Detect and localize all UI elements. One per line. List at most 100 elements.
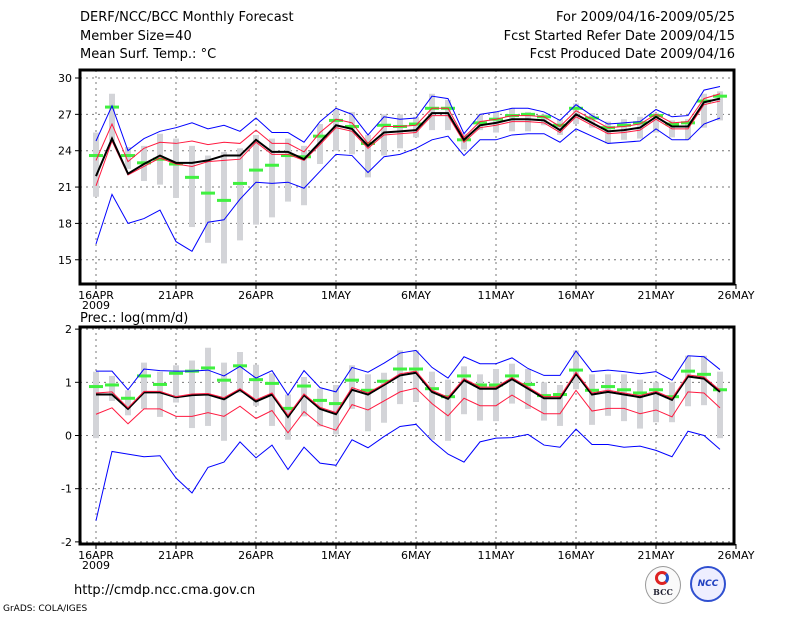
spread-bar	[237, 351, 243, 393]
observed-marker	[361, 388, 375, 392]
observed-marker	[681, 121, 695, 125]
observed-marker	[153, 157, 167, 161]
ytick-label: 2	[65, 323, 72, 336]
spread-bar	[429, 93, 435, 131]
xtick-label: 1MAY	[321, 549, 351, 562]
observed-marker	[601, 385, 615, 389]
ytick-label: 21	[58, 181, 72, 194]
spread-bar	[557, 384, 563, 426]
observed-marker	[217, 378, 231, 382]
spread-bar	[301, 145, 307, 206]
spread-bar	[93, 371, 99, 439]
spread-bar	[589, 374, 595, 425]
xtick-label: 11MAY	[478, 549, 515, 562]
spread-bar	[205, 347, 211, 426]
source-url[interactable]: http://cmdp.ncc.cma.gov.cn	[74, 583, 256, 598]
spread-bar	[381, 372, 387, 423]
xtick-label: 21APR	[158, 549, 194, 562]
xtick-label: 16MAY	[558, 289, 595, 302]
observed-marker	[281, 154, 295, 158]
observed-marker	[201, 366, 215, 370]
observed-marker	[265, 381, 279, 385]
ytick-label: 0	[65, 430, 72, 443]
spread-bar	[429, 371, 435, 440]
spread-bar	[125, 147, 131, 169]
observed-marker	[185, 175, 199, 179]
spread-bar	[669, 382, 675, 423]
observed-marker	[665, 122, 679, 126]
observed-marker	[649, 388, 663, 392]
spread-bar	[93, 132, 99, 197]
ytick-label: 24	[58, 145, 72, 158]
forecast-period: For 2009/04/16-2009/05/25	[556, 10, 735, 25]
ytick-label: 18	[58, 217, 72, 230]
spread-bar	[157, 371, 163, 417]
observed-marker	[569, 106, 583, 110]
ncc-logo: NCC	[690, 566, 726, 602]
observed-marker	[617, 388, 631, 392]
spread-bar	[269, 373, 275, 426]
xtick-year: 2009	[82, 299, 110, 312]
observed-marker	[649, 114, 663, 118]
ensemble-mean-line	[95, 97, 721, 177]
spread-bar	[557, 119, 563, 135]
spread-bar	[477, 374, 483, 421]
observed-marker	[297, 155, 311, 159]
xtick-label: 6MAY	[401, 289, 431, 302]
start-date: Fcst Started Refer Date 2009/04/15	[503, 29, 735, 44]
xtick-label: 21APR	[158, 289, 194, 302]
observed-marker	[313, 398, 327, 402]
xtick-year: 2009	[82, 559, 110, 572]
observed-marker	[537, 394, 551, 398]
spread-bar	[493, 369, 499, 422]
ncc-logo-text: NCC	[697, 579, 719, 589]
ytick-label: -1	[61, 483, 72, 496]
observed-marker	[505, 374, 519, 378]
observed-marker	[569, 368, 583, 372]
spread-bar	[445, 379, 451, 441]
spread-bar	[173, 138, 179, 198]
observed-marker	[345, 124, 359, 128]
spread-bar	[221, 151, 227, 264]
spread-bar	[173, 365, 179, 403]
observed-marker	[265, 163, 279, 167]
spread-bar	[365, 374, 371, 432]
spread-bar	[701, 355, 707, 406]
observed-marker	[617, 123, 631, 127]
xtick-label: 6MAY	[401, 549, 431, 562]
ytick-label: 27	[58, 108, 72, 121]
observed-marker	[121, 154, 135, 158]
plot-frame	[78, 325, 736, 546]
observed-marker	[297, 384, 311, 388]
observed-marker	[633, 121, 647, 125]
spread-bar	[221, 362, 227, 441]
observed-marker	[585, 388, 599, 392]
ensemble-mean-line	[96, 371, 721, 419]
blue-lower-line	[95, 117, 721, 252]
xtick-label: 1MAY	[321, 289, 351, 302]
observed-marker	[665, 395, 679, 399]
bcc-logo-text: BCC	[653, 587, 673, 597]
spread-bar	[605, 121, 611, 144]
observed-marker	[249, 378, 263, 382]
spread-bar	[605, 374, 611, 416]
spread-bar	[685, 355, 691, 407]
observed-marker	[89, 385, 103, 389]
observed-marker	[425, 387, 439, 391]
observed-marker	[393, 367, 407, 371]
observed-marker	[105, 383, 119, 387]
spread-bar	[253, 364, 259, 406]
observed-marker	[553, 123, 567, 127]
spread-bar	[141, 362, 147, 409]
observed-marker	[217, 198, 231, 202]
observed-marker	[633, 391, 647, 395]
plot-frame	[78, 68, 736, 286]
spread-bar	[653, 113, 659, 133]
red-lower-line	[95, 387, 721, 434]
spread-bar	[109, 93, 115, 142]
observed-marker	[137, 374, 151, 378]
bcc-logo: BCC	[645, 566, 681, 604]
xtick-label: 26MAY	[718, 289, 755, 302]
spread-bar	[253, 134, 259, 225]
variable-label: Mean Surf. Temp.: °C	[80, 47, 217, 62]
